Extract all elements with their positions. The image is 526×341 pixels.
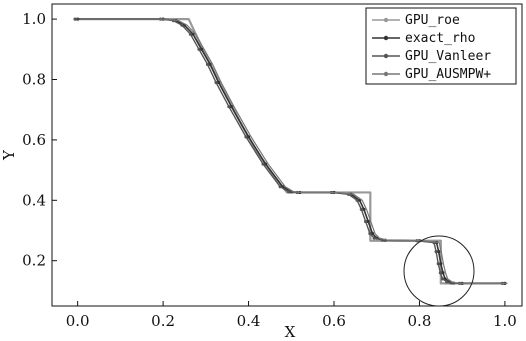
data-point-gpu-vanleer	[244, 135, 248, 139]
data-point-gpu-vanleer	[436, 262, 440, 266]
data-point-gpu-vanleer	[197, 47, 201, 51]
legend-marker-gpu-vanleer	[383, 53, 389, 59]
data-point-gpu-vanleer	[287, 190, 291, 194]
x-tick-label: 0.4	[237, 312, 261, 330]
legend-marker-gpu-ausmpw	[383, 71, 389, 77]
data-point-gpu-roe	[370, 231, 375, 236]
legend-items: GPU_roe exact_rho GPU_Vanleer GPU_AUSMPW+	[372, 13, 491, 82]
x-tick-label: 0.8	[408, 312, 432, 330]
x-axis-label: X	[285, 323, 296, 341]
ticks-layer: 0.0 0.2 0.4 0.6 0.8 1.0 0.2 0.4 0.6 0.8 1.0	[22, 10, 517, 330]
data-point-gpu-roe	[217, 80, 221, 85]
data-point-gpu-vanleer	[261, 162, 265, 166]
data-point-gpu-vanleer	[440, 277, 445, 281]
data-point-gpu-vanleer	[188, 32, 193, 36]
data-point-gpu-vanleer	[278, 185, 282, 189]
y-tick-label: 0.2	[22, 252, 46, 270]
data-point-gpu-vanleer	[434, 250, 438, 254]
data-point-gpu-vanleer	[368, 231, 372, 236]
legend-label-exact-rho: GPU_roe	[405, 13, 460, 28]
data-point-gpu-roe	[366, 219, 370, 224]
series-layer	[73, 17, 508, 285]
data-point-gpu-roe	[362, 207, 366, 211]
legend-marker-gpu-roe	[383, 35, 389, 41]
y-tick-label: 0.8	[22, 71, 46, 89]
data-point-gpu-vanleer	[355, 198, 359, 202]
series-line-gpu-ausmpw	[80, 18, 508, 284]
data-point-gpu-vanleer	[227, 105, 231, 109]
y-tick-label: 0.6	[22, 131, 46, 149]
data-point-gpu-vanleer	[359, 207, 363, 211]
data-point-gpu-roe	[437, 250, 441, 254]
legend-marker-exact-rho	[383, 17, 389, 23]
data-point-gpu-roe	[439, 262, 443, 266]
data-point-gpu-roe	[208, 62, 212, 66]
data-point-gpu-vanleer	[73, 17, 77, 21]
plot-frame	[51, 3, 523, 307]
data-point-gpu-roe	[441, 271, 445, 275]
data-point-gpu-roe	[264, 162, 268, 166]
highlight-circle	[403, 235, 475, 307]
data-point-gpu-vanleer	[372, 236, 376, 240]
x-tick-label: 1.0	[493, 312, 517, 330]
y-tick-label: 1.0	[22, 10, 46, 28]
data-point-gpu-vanleer	[364, 219, 368, 224]
data-point-gpu-vanleer	[438, 271, 442, 275]
x-tick-label: 0.0	[66, 312, 90, 330]
y-tick-label: 0.4	[22, 191, 46, 209]
x-tick-label: 0.2	[151, 312, 175, 330]
y-axis-label: Y	[0, 149, 18, 161]
data-point-gpu-roe	[246, 135, 251, 139]
data-point-gpu-vanleer	[445, 280, 449, 284]
x-tick-label: 0.6	[322, 312, 346, 330]
legend-label-gpu-ausmpw: GPU_AUSMPW+	[405, 67, 491, 82]
data-point-gpu-vanleer	[205, 62, 210, 66]
data-point-gpu-roe	[229, 105, 234, 109]
legend-label-gpu-vanleer: GPU_Vanleer	[405, 49, 491, 64]
legend-label-gpu-roe: exact_rho	[405, 31, 475, 46]
data-point-gpu-roe	[191, 32, 195, 36]
legend: GPU_roe exact_rho GPU_Vanleer GPU_AUSMPW+	[365, 7, 517, 85]
data-point-gpu-roe	[199, 47, 204, 51]
data-point-gpu-vanleer	[214, 80, 218, 85]
data-point-gpu-vanleer	[180, 23, 184, 27]
